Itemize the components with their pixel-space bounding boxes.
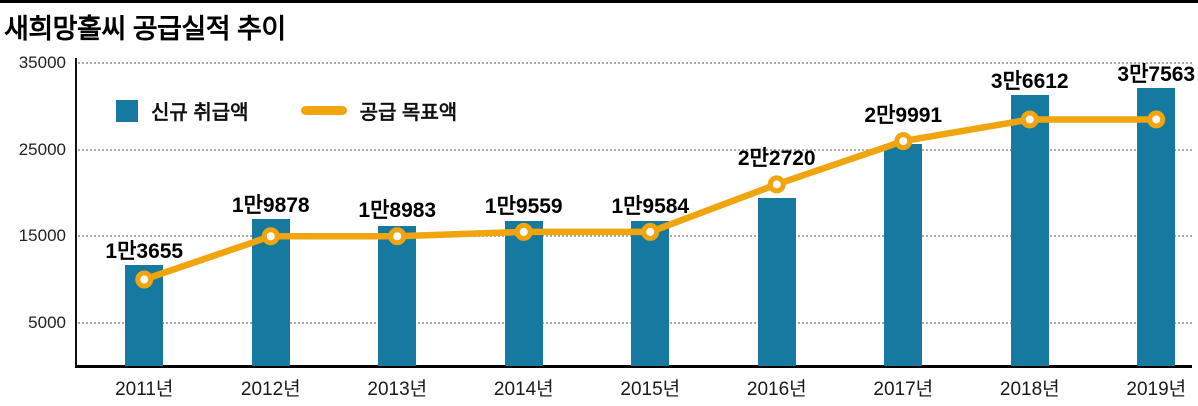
legend-bar-swatch bbox=[116, 99, 138, 122]
x-axis-label: 2017년 bbox=[873, 379, 934, 400]
bar-2019년 bbox=[1137, 88, 1176, 366]
value-label: 1만9559 bbox=[484, 194, 563, 218]
y-tick-label: 35000 bbox=[18, 53, 66, 73]
bar-2018년 bbox=[1010, 95, 1049, 366]
legend-line-label: 공급 목표액 bbox=[359, 102, 458, 124]
x-axis-label: 2012년 bbox=[240, 379, 301, 400]
bar-2014년 bbox=[504, 221, 543, 366]
x-axis-label: 2019년 bbox=[1126, 379, 1187, 400]
x-axis-label: 2015년 bbox=[620, 379, 681, 400]
value-label: 1만8983 bbox=[358, 199, 437, 223]
legend-line-swatch bbox=[300, 106, 347, 115]
legend-bar-label: 신규 취급액 bbox=[151, 102, 249, 124]
bar-2013년 bbox=[378, 225, 417, 366]
x-axis-label: 2011년 bbox=[115, 379, 174, 400]
value-label: 2만9991 bbox=[864, 104, 943, 128]
bar-2016년 bbox=[757, 197, 796, 366]
y-tick-label: 25000 bbox=[18, 139, 66, 159]
bar-2015년 bbox=[631, 221, 670, 366]
value-label: 1만9878 bbox=[231, 193, 310, 217]
top-rule bbox=[0, 0, 1198, 3]
value-label: 3만6612 bbox=[990, 70, 1069, 94]
x-axis bbox=[75, 365, 1192, 368]
y-tick-label: 5000 bbox=[28, 312, 66, 332]
bar-2012년 bbox=[251, 218, 290, 366]
gridline bbox=[75, 62, 1192, 65]
line-marker bbox=[767, 175, 786, 194]
value-label: 3만7563 bbox=[1117, 63, 1196, 87]
value-label: 1만3655 bbox=[105, 239, 184, 263]
x-axis-label: 2016년 bbox=[746, 379, 807, 400]
chart-title: 새희망홀씨 공급실적 추이 bbox=[4, 14, 286, 44]
bar-2017년 bbox=[884, 144, 923, 366]
y-axis bbox=[75, 58, 77, 366]
value-label: 2만2720 bbox=[737, 147, 816, 171]
bar-2011년 bbox=[125, 264, 164, 366]
value-label: 1만9584 bbox=[611, 194, 690, 218]
x-axis-label: 2013년 bbox=[367, 379, 428, 400]
x-axis-label: 2018년 bbox=[999, 379, 1060, 400]
legend: 신규 취급액 공급 목표액 bbox=[116, 96, 457, 125]
x-axis-label: 2014년 bbox=[493, 379, 554, 400]
y-tick-label: 15000 bbox=[18, 226, 66, 246]
